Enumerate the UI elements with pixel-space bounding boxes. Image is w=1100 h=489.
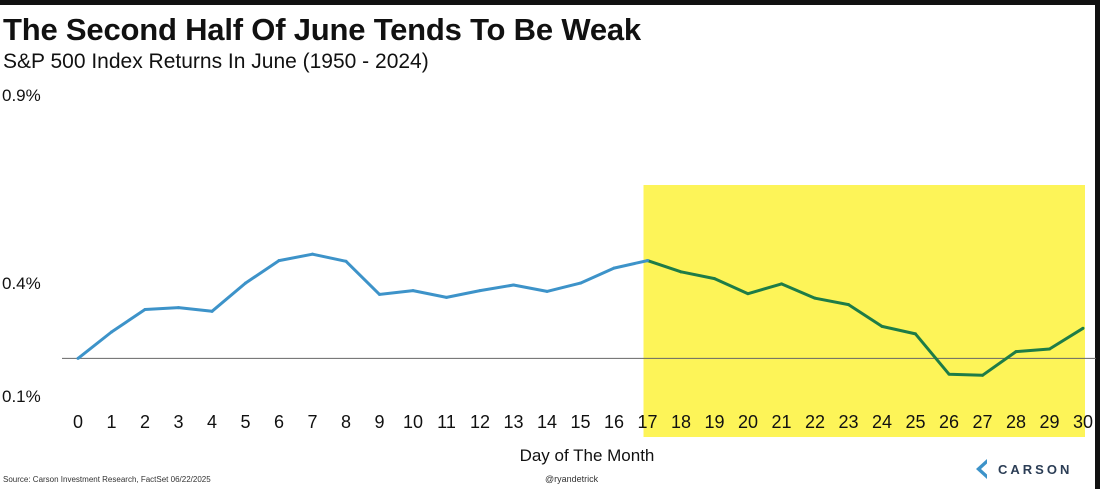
data-point (344, 259, 348, 263)
data-point (311, 252, 314, 256)
series-line (76, 252, 1085, 377)
x-tick-label: 23 (838, 412, 858, 432)
x-axis-ticks: 0 1 2 3 4 5 6 7 8 9 10 11 12 13 14 15 16 17 18 19 20 21 22 23 24… (73, 412, 1093, 432)
x-tick-label: 18 (671, 412, 691, 432)
top-border (0, 0, 1100, 5)
x-tick-label: 4 (207, 412, 217, 432)
carson-logo: CARSON (973, 458, 1072, 480)
x-tick-label: 11 (437, 412, 456, 432)
data-point (110, 330, 113, 334)
x-tick-label: 12 (470, 412, 490, 432)
y-tick-label: 0.1% (2, 387, 41, 406)
x-axis-label: Day of The Month (520, 446, 655, 465)
data-point (210, 309, 214, 313)
x-tick-label: 0 (73, 412, 83, 432)
data-point (713, 277, 716, 281)
series-line-second-half (647, 259, 1084, 377)
x-tick-label: 25 (905, 412, 925, 432)
x-tick-label: 1 (106, 412, 116, 432)
x-tick-label: 27 (972, 412, 992, 432)
data-point (679, 270, 683, 274)
right-border (1095, 0, 1100, 489)
data-point (1048, 347, 1051, 351)
data-point (612, 266, 616, 270)
x-tick-label: 24 (872, 412, 892, 432)
data-point (277, 259, 281, 263)
data-point (947, 372, 951, 376)
chart-title: The Second Half Of June Tends To Be Weak (3, 12, 641, 47)
second-half-highlight (643, 185, 1085, 437)
data-point (981, 373, 984, 377)
data-point (143, 307, 147, 311)
data-point (880, 324, 884, 328)
data-point (847, 303, 850, 307)
series-line-first-half (77, 252, 648, 360)
x-tick-label: 20 (738, 412, 758, 432)
data-point (646, 259, 649, 263)
source-note: Source: Carson Investment Research, Fact… (3, 475, 211, 484)
data-point (1081, 326, 1085, 330)
data-point (579, 281, 582, 285)
x-tick-label: 16 (604, 412, 624, 432)
data-point (378, 292, 381, 296)
data-point (411, 289, 415, 293)
x-tick-label: 9 (374, 412, 384, 432)
x-tick-label: 3 (173, 412, 183, 432)
data-point (512, 283, 515, 287)
x-tick-label: 17 (637, 412, 657, 432)
data-point (445, 295, 448, 299)
data-point (1014, 350, 1018, 354)
x-tick-label: 8 (341, 412, 351, 432)
data-point (746, 292, 750, 296)
x-tick-label: 29 (1039, 412, 1059, 432)
data-point (545, 289, 549, 293)
x-tick-label: 15 (570, 412, 590, 432)
x-tick-label: 13 (503, 412, 523, 432)
x-tick-label: 22 (805, 412, 825, 432)
x-tick-label: 5 (240, 412, 250, 432)
data-point (813, 296, 817, 300)
y-axis-ticks: 0.9% 0.4% 0.1% (2, 86, 41, 406)
x-tick-label: 7 (307, 412, 317, 432)
x-tick-label: 26 (939, 412, 959, 432)
x-tick-label: 19 (704, 412, 724, 432)
x-tick-label: 21 (771, 412, 791, 432)
data-point (478, 289, 482, 293)
carson-chevron-icon (976, 459, 987, 479)
x-tick-label: 14 (537, 412, 557, 432)
y-tick-label: 0.4% (2, 274, 41, 293)
data-point (177, 306, 180, 310)
chart-subtitle: S&P 500 Index Returns In June (1950 - 20… (3, 50, 429, 73)
data-point (244, 281, 247, 285)
x-tick-label: 2 (140, 412, 150, 432)
author-handle: @ryandetrick (545, 474, 599, 484)
x-tick-label: 28 (1006, 412, 1026, 432)
y-tick-label: 0.9% (2, 86, 41, 105)
x-tick-label: 6 (274, 412, 284, 432)
data-point (76, 356, 80, 360)
x-tick-label: 30 (1073, 412, 1093, 432)
data-point (780, 282, 783, 286)
x-tick-label: 10 (403, 412, 423, 432)
data-point (914, 332, 917, 336)
logo-text: CARSON (998, 461, 1073, 477)
